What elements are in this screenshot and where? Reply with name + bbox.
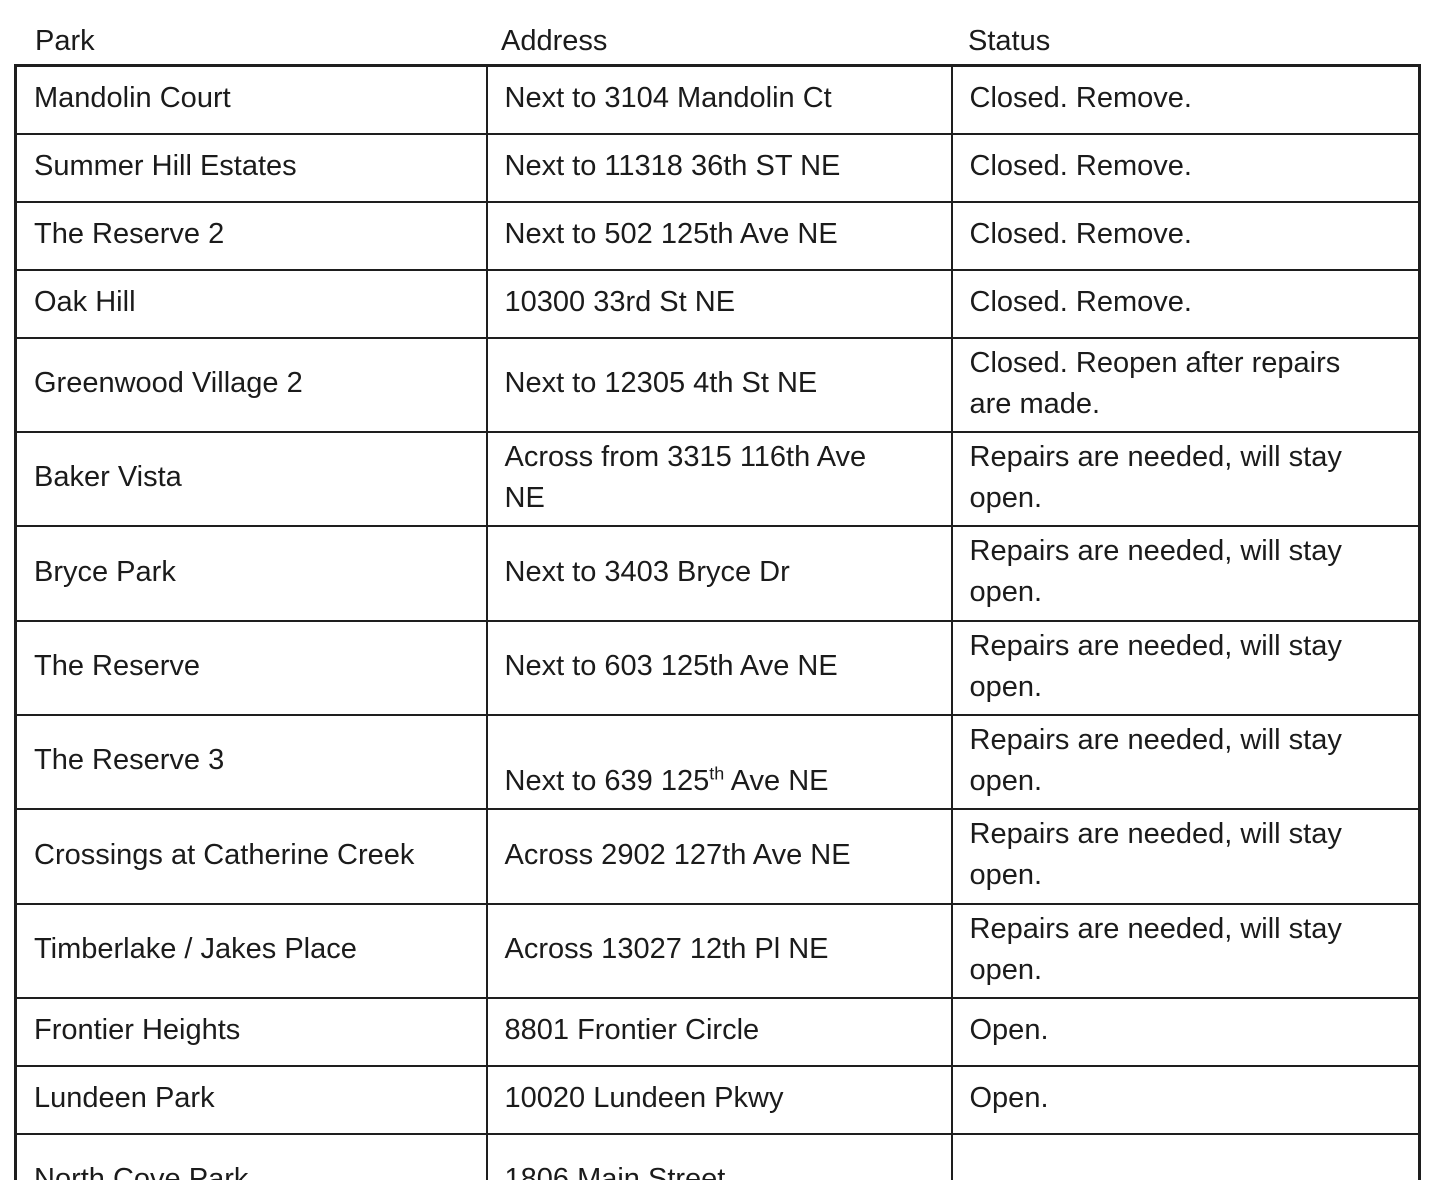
address-cell[interactable]: Across from 3315 116th Ave NE [485,430,953,528]
ordinal-superscript: th [709,763,725,784]
status-cell[interactable]: Open. [950,1064,1421,1135]
address-cell[interactable]: 8801 Frontier Circle [485,996,953,1067]
column-header-address[interactable]: Address [501,25,608,57]
address-cell[interactable]: Next to 11318 36th ST NE [485,132,953,203]
park-cell[interactable]: The Reserve 2 [14,200,488,271]
table-row: Frontier Heights 8801 Frontier Circle Op… [14,996,1421,1067]
table-row: The Reserve 3 Next to 639 125th Ave NE R… [14,713,1421,811]
status-cell[interactable]: Repairs are needed, will stay open. [950,525,1421,622]
status-cell[interactable]: Repairs are needed, will stay open. [950,808,1421,905]
status-cell[interactable]: Repairs are needed, will stay open. [950,430,1421,528]
status-cell[interactable]: Repairs are needed, will stay open. [950,902,1421,999]
parks-table: Mandolin Court Next to 3104 Mandolin Ct … [14,64,1421,1180]
address-text: Ave NE [724,765,829,798]
park-cell[interactable]: Lundeen Park [14,1064,488,1135]
park-cell[interactable]: The Reserve 3 [14,713,488,811]
address-cell[interactable]: Next to 3104 Mandolin Ct [485,64,953,135]
status-cell[interactable]: Closed. Remove. [950,200,1421,271]
table-row: Oak Hill 10300 33rd St NE Closed. Remove… [14,268,1421,339]
status-cell[interactable]: Repairs are needed, will stay open. [950,713,1421,811]
park-cell[interactable]: Oak Hill [14,268,488,339]
table-row: North Cove Park 1806 Main Street Open. [14,1132,1421,1180]
status-cell[interactable]: Open. [950,1132,1421,1180]
table-row: Lundeen Park 10020 Lundeen Pkwy Open. [14,1064,1421,1135]
status-cell[interactable]: Open. [950,996,1421,1067]
table-row: Greenwood Village 2 Next to 12305 4th St… [14,336,1421,433]
address-cell[interactable]: Across 13027 12th Pl NE [485,902,953,999]
column-header-park[interactable]: Park [35,25,95,57]
status-cell[interactable]: Repairs are needed, will stay open. [950,619,1421,716]
status-cell[interactable]: Closed. Remove. [950,132,1421,203]
address-text: Next to 639 125 [504,765,710,798]
table-row: The Reserve 2 Next to 502 125th Ave NE C… [14,200,1421,271]
address-cell[interactable]: Across 2902 127th Ave NE [485,808,953,905]
address-cell[interactable]: Next to 639 125th Ave NE [485,713,953,811]
table-row: Baker Vista Across from 3315 116th Ave N… [14,430,1421,528]
address-cell[interactable]: Next to 3403 Bryce Dr [485,525,953,622]
table-row: Mandolin Court Next to 3104 Mandolin Ct … [14,64,1421,135]
address-cell[interactable]: Next to 603 125th Ave NE [485,619,953,716]
park-cell[interactable]: Bryce Park [14,525,488,622]
park-status-table: Park Address Status Mandolin Court Next … [14,0,1421,1180]
address-cell[interactable]: 10020 Lundeen Pkwy [485,1064,953,1135]
park-cell[interactable]: Summer Hill Estates [14,132,488,203]
park-cell[interactable]: Greenwood Village 2 [14,336,488,433]
address-cell[interactable]: Next to 12305 4th St NE [485,336,953,433]
park-cell[interactable]: Crossings at Catherine Creek [14,808,488,905]
park-cell[interactable]: Timberlake / Jakes Place [14,902,488,999]
status-cell[interactable]: Closed. Reopen after repairs are made. [950,336,1421,433]
table-row: The Reserve Next to 603 125th Ave NE Rep… [14,619,1421,716]
address-cell[interactable]: 1806 Main Street [485,1132,953,1180]
park-cell[interactable]: North Cove Park [14,1132,488,1180]
address-cell[interactable]: 10300 33rd St NE [485,268,953,339]
table-row: Summer Hill Estates Next to 11318 36th S… [14,132,1421,203]
park-cell[interactable]: The Reserve [14,619,488,716]
status-cell[interactable]: Closed. Remove. [950,64,1421,135]
address-cell[interactable]: Next to 502 125th Ave NE [485,200,953,271]
column-header-status[interactable]: Status [968,25,1051,57]
table-row: Crossings at Catherine Creek Across 2902… [14,808,1421,905]
status-cell[interactable]: Closed. Remove. [950,268,1421,339]
table-row: Bryce Park Next to 3403 Bryce Dr Repairs… [14,525,1421,622]
park-cell[interactable]: Mandolin Court [14,64,488,135]
park-cell[interactable]: Baker Vista [14,430,488,528]
table-header-row: Park Address Status [14,0,1418,64]
table-row: Timberlake / Jakes Place Across 13027 12… [14,902,1421,999]
park-cell[interactable]: Frontier Heights [14,996,488,1067]
